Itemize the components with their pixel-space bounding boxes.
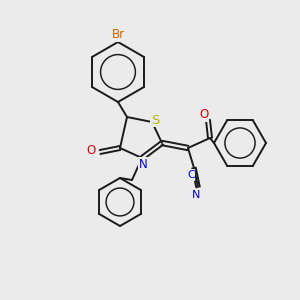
Text: O: O xyxy=(200,109,208,122)
Text: S: S xyxy=(151,113,159,127)
Text: Br: Br xyxy=(111,28,124,41)
Text: C: C xyxy=(187,170,195,180)
Text: N: N xyxy=(139,158,147,170)
Text: O: O xyxy=(86,143,96,157)
Text: N: N xyxy=(192,190,200,200)
